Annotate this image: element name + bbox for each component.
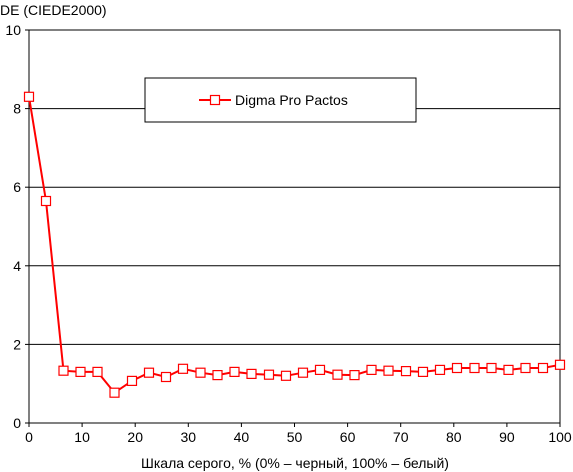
data-point <box>451 362 463 374</box>
data-point <box>126 375 138 386</box>
x-tick-label: 70 <box>393 429 409 445</box>
data-point <box>520 362 531 374</box>
grid-lines <box>29 108 560 345</box>
data-point <box>23 91 35 102</box>
data-point <box>554 359 566 370</box>
y-tick-label: 8 <box>13 101 21 117</box>
series-markers <box>23 91 566 398</box>
data-point <box>75 366 86 377</box>
data-point <box>366 364 377 375</box>
data-point <box>434 364 446 375</box>
data-point <box>58 365 69 376</box>
data-point <box>486 362 497 374</box>
data-point <box>297 367 309 378</box>
y-tick-label: 2 <box>13 336 21 352</box>
data-point <box>537 362 549 374</box>
y-tick-label: 10 <box>5 22 21 38</box>
y-axis-ticks: 0 2 4 6 8 10 <box>5 22 29 431</box>
y-tick-label: 4 <box>13 258 21 274</box>
data-point <box>92 366 103 377</box>
series-line <box>28 96 561 395</box>
data-point <box>400 366 412 377</box>
data-point <box>109 387 120 398</box>
data-point <box>332 369 343 380</box>
legend-marker-swatch <box>209 94 221 106</box>
x-tick-label: 80 <box>446 429 462 445</box>
y-axis-label: DE (CIEDE2000) <box>0 2 107 18</box>
x-tick-label: 10 <box>74 429 90 445</box>
x-tick-label: 100 <box>548 429 572 445</box>
legend: Digma Pro Pactos <box>144 77 417 123</box>
data-point <box>263 369 275 380</box>
data-point <box>229 366 240 377</box>
x-tick-label: 0 <box>25 429 33 445</box>
x-tick-label: 20 <box>127 429 143 445</box>
y-tick-label: 0 <box>13 415 21 431</box>
data-point <box>314 364 326 375</box>
x-tick-label: 40 <box>234 429 250 445</box>
data-point <box>40 195 52 207</box>
x-axis-ticks: 0 10 20 30 40 50 60 70 80 90 100 <box>25 423 572 445</box>
data-point <box>143 367 155 378</box>
data-point <box>349 370 360 381</box>
x-tick-label: 30 <box>181 429 197 445</box>
x-tick-label: 90 <box>499 429 515 445</box>
x-tick-label: 50 <box>287 429 303 445</box>
x-axis-label: Шкала серого, % (0% – черный, 100% – бел… <box>141 455 449 471</box>
data-point <box>212 370 223 381</box>
data-point <box>280 370 292 381</box>
data-point <box>195 367 206 378</box>
data-point <box>160 371 172 383</box>
legend-label: Digma Pro Pactos <box>235 92 348 108</box>
data-point <box>177 363 189 374</box>
data-point <box>417 366 429 377</box>
data-point <box>469 362 480 374</box>
data-point <box>383 365 394 376</box>
data-point <box>246 368 257 379</box>
y-tick-label: 6 <box>13 179 21 195</box>
x-tick-label: 60 <box>340 429 356 445</box>
legend-box <box>144 77 417 123</box>
data-point <box>503 364 514 375</box>
